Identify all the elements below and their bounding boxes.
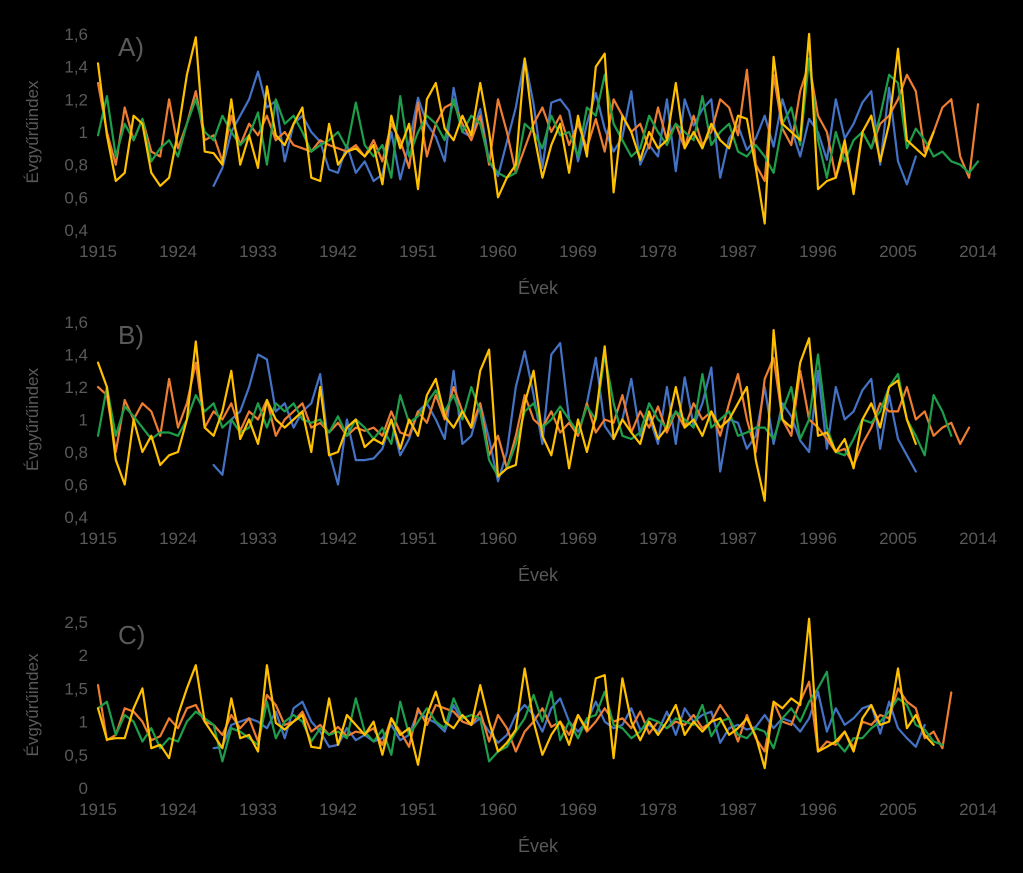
y-tick-label: 1,5: [64, 679, 88, 698]
x-tick-label: 1951: [399, 529, 437, 548]
y-tick-label: 0,4: [64, 508, 88, 527]
x-tick-label: 1978: [639, 242, 677, 261]
series-line-1: [212, 57, 917, 187]
x-tick-label: 2014: [959, 529, 997, 548]
x-tick-label: 1933: [239, 529, 277, 548]
x-tick-label: 1942: [319, 800, 357, 819]
y-tick-label: 1: [79, 713, 88, 732]
panel-3: C) 0 0,5 1 1,5 2 2,5 1915 1924 1933 1942 1951 1960 19…: [23, 613, 997, 856]
x-tick-label: 1996: [799, 800, 837, 819]
y-tick-label: 1,4: [64, 58, 88, 77]
x-tick-label: 1987: [719, 242, 757, 261]
x-tick-label: 1951: [399, 800, 437, 819]
x-tick-label: 1978: [639, 800, 677, 819]
y-tick-label: 1,4: [64, 346, 88, 365]
y-tick-label: 1,2: [64, 90, 88, 109]
x-tick-label: 1933: [239, 800, 277, 819]
x-tick-label: 1987: [719, 800, 757, 819]
x-tick-label: 1915: [79, 242, 117, 261]
x-tick-label: 1924: [159, 529, 197, 548]
series-line-3: [96, 57, 980, 179]
x-tick-label: 1969: [559, 242, 597, 261]
x-tick-label: 2005: [879, 242, 917, 261]
x-axis-label: Évek: [518, 278, 559, 298]
x-tick-label: 1942: [319, 529, 357, 548]
series-line-4: [96, 32, 935, 225]
y-axis-label: Évgyűrűindex: [23, 653, 42, 757]
y-tick-label: 0,8: [64, 156, 88, 175]
x-tick-label: 1996: [799, 529, 837, 548]
y-axis-label: Évgyűrűindex: [23, 368, 42, 472]
y-tick-label: 0,6: [64, 188, 88, 207]
series-line-2: [96, 356, 971, 470]
x-tick-label: 1924: [159, 800, 197, 819]
y-tick-label: 0,8: [64, 443, 88, 462]
x-tick-label: 2005: [879, 529, 917, 548]
x-tick-label: 1915: [79, 529, 117, 548]
y-tick-label: 0: [79, 779, 88, 798]
x-tick-label: 1960: [479, 529, 517, 548]
series-line-4: [96, 617, 935, 770]
y-tick-label: 1,2: [64, 378, 88, 397]
x-tick-label: 1960: [479, 800, 517, 819]
y-axis-label: Évgyűrűindex: [23, 80, 42, 184]
series-line-2: [96, 680, 953, 753]
series-line-4: [96, 329, 917, 502]
x-tick-label: 1960: [479, 242, 517, 261]
y-tick-label: 1: [79, 411, 88, 430]
x-tick-label: 1951: [399, 242, 437, 261]
y-tick-label: 2: [79, 646, 88, 665]
panel-1: A) 0,4 0,6 0,8 1 1,2 1,4 1,6 1915 1924 1933 1942 195…: [23, 25, 997, 298]
x-tick-label: 1969: [559, 800, 597, 819]
panel-label: C): [118, 620, 145, 650]
panel-2: B) 0,4 0,6 0,8 1 1,2 1,4 1,6 1915 1924 1933 1942 195…: [23, 313, 997, 585]
x-tick-label: 1987: [719, 529, 757, 548]
x-axis-label: Évek: [518, 565, 559, 585]
y-tick-label: 0,6: [64, 476, 88, 495]
x-tick-label: 1996: [799, 242, 837, 261]
x-tick-label: 1969: [559, 529, 597, 548]
x-tick-label: 1915: [79, 800, 117, 819]
y-tick-label: 0,5: [64, 746, 88, 765]
panel-label: B): [118, 320, 144, 350]
y-tick-label: 1,6: [64, 313, 88, 332]
y-tick-label: 1,6: [64, 25, 88, 44]
x-tick-label: 1978: [639, 529, 677, 548]
x-tick-label: 1933: [239, 242, 277, 261]
x-tick-label: 2005: [879, 800, 917, 819]
x-tick-label: 1924: [159, 242, 197, 261]
panel-label: A): [118, 32, 144, 62]
y-tick-label: 2,5: [64, 613, 88, 632]
x-tick-label: 2014: [959, 800, 997, 819]
x-tick-label: 1942: [319, 242, 357, 261]
x-axis-label: Évek: [518, 836, 559, 856]
y-tick-label: 1: [79, 123, 88, 142]
y-tick-label: 0,4: [64, 221, 88, 240]
x-tick-label: 2014: [959, 242, 997, 261]
